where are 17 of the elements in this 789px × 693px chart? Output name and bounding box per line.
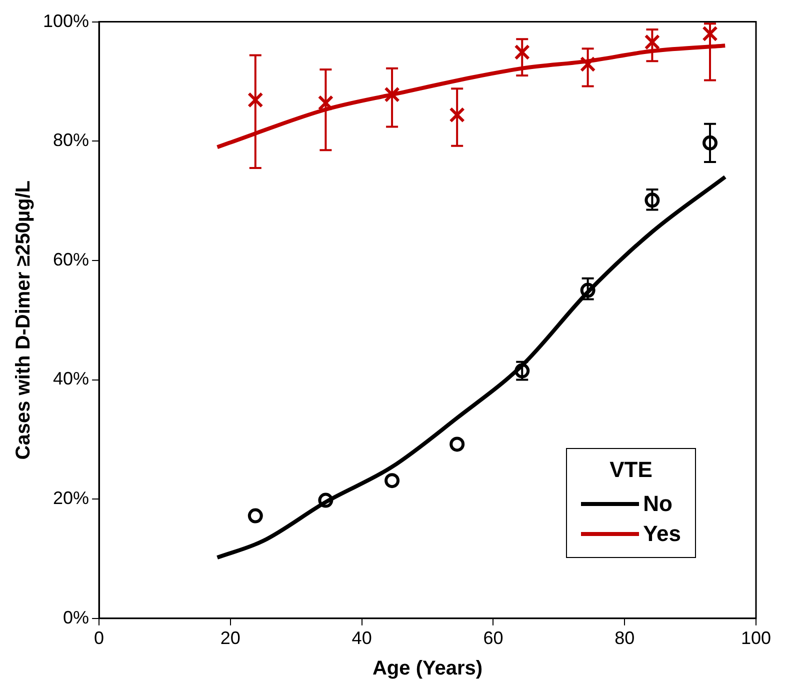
y-tick-label: 20% bbox=[53, 488, 90, 508]
y-tick-label: 0% bbox=[63, 607, 90, 628]
y-tick-label: 80% bbox=[53, 130, 90, 150]
x-tick-label: 20 bbox=[220, 628, 240, 648]
legend-label: No bbox=[643, 490, 672, 518]
x-tick-label: 40 bbox=[352, 628, 372, 648]
y-tick-label: 100% bbox=[42, 10, 90, 31]
x-tick-label: 0 bbox=[94, 628, 104, 648]
x-tick-label: 60 bbox=[483, 628, 504, 648]
legend-title: VTE bbox=[608, 457, 654, 484]
y-tick-label: 40% bbox=[53, 368, 90, 389]
x-tick-label: 100 bbox=[740, 628, 772, 648]
x-tick-label: 80 bbox=[614, 628, 635, 648]
y-tick-label: 60% bbox=[53, 249, 90, 270]
legend-label: Yes bbox=[643, 520, 681, 548]
x-axis-title: Age (Years) bbox=[372, 658, 483, 680]
y-axis-title: Cases with D-Dimer ≥250µg/L bbox=[12, 180, 35, 460]
